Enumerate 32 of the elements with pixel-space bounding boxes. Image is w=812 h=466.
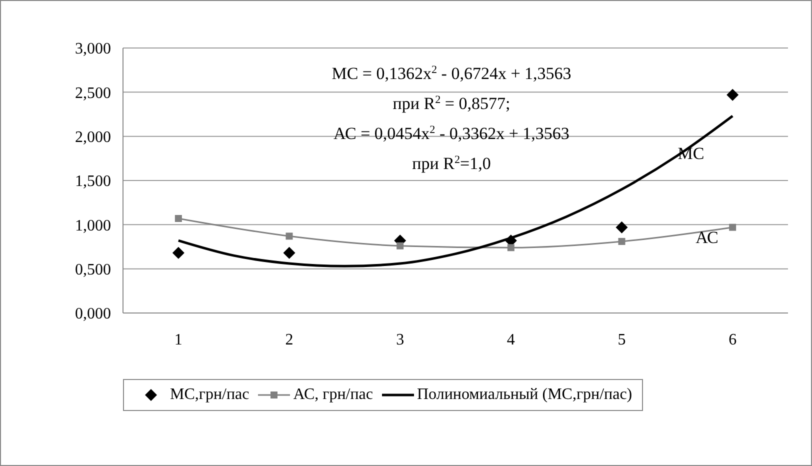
point [286,232,293,240]
legend-label: Полиномиальный (МС,грн/пас) [416,386,632,404]
annotation: МС = 0,1362x$^{2}$ - 0,6724x + 1,3563 [332,64,572,83]
point [729,224,736,231]
y-tick-label: 1,000 [75,217,111,234]
point [507,244,514,252]
annotation: АС = 0,0454x$^{2}$ - 0,3362x + 1,3563 [334,124,570,143]
legend-label: МС,грн/пас [169,386,250,404]
x-tick-label: 1 [174,331,182,348]
y-tick-label: 2,000 [75,129,111,146]
y-tick-label: 2,500 [75,84,111,102]
legend-label: АС, грн/пас [292,386,373,404]
annotation: при R$^{2}$=1,0 [412,154,491,173]
x-tick-label: 4 [506,331,515,348]
x-tick-label: 5 [618,331,626,348]
point [172,246,184,259]
y-tick-label: 3,000 [75,40,111,58]
point [618,238,626,245]
annotation: при R$^{2}$ = 0,8577; [392,94,510,113]
point [283,246,296,259]
annotation: АС [696,228,718,247]
line-series [177,114,734,268]
point [616,221,628,234]
y-tick-label: 1,500 [75,173,111,190]
x-tick-label: 3 [396,331,404,348]
x-tick-label: 6 [728,331,737,348]
point [396,242,404,250]
y-tick-label: 0,500 [75,262,111,279]
x-tick-label: 2 [285,331,294,348]
point [726,88,739,101]
point [174,214,182,222]
y-tick-label: 0,000 [75,306,111,323]
